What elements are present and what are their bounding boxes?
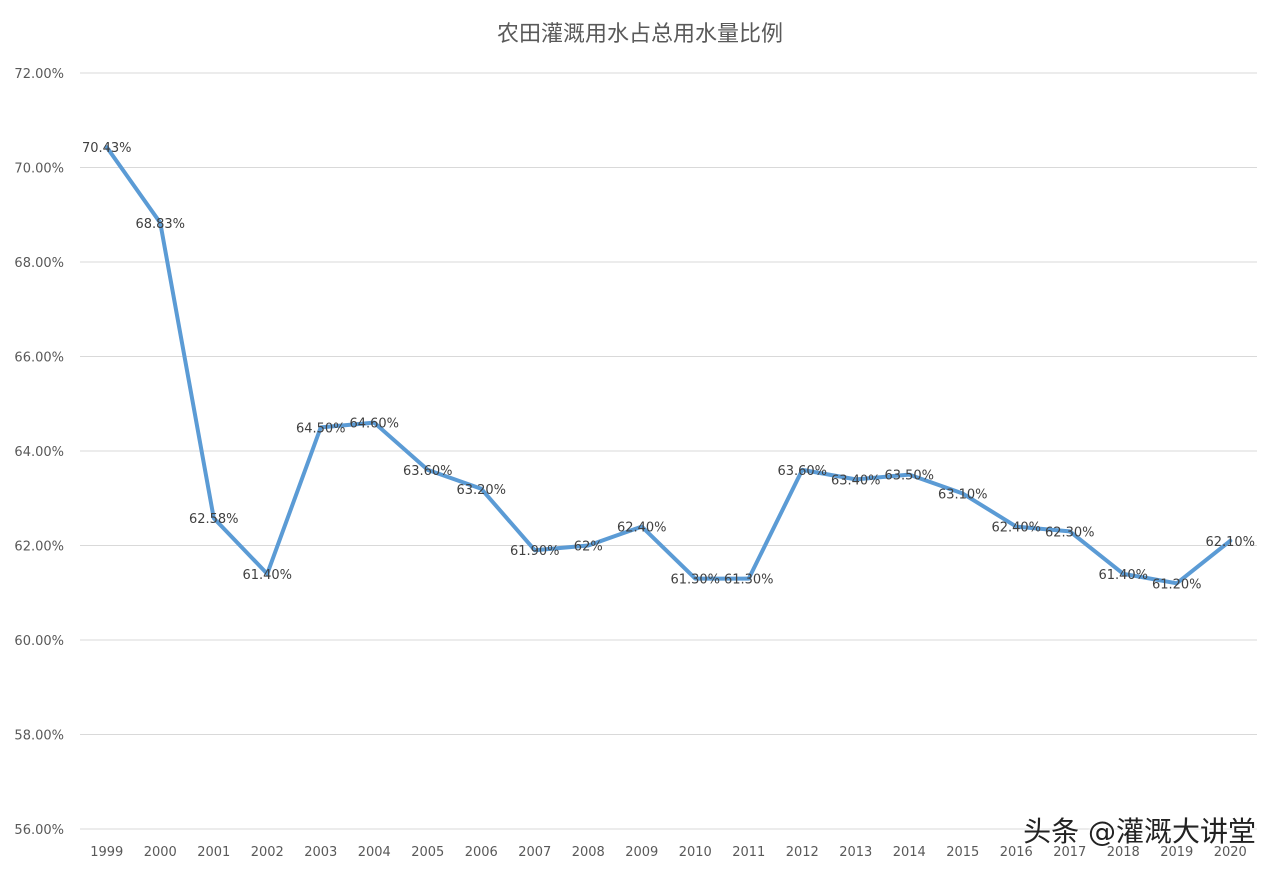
data-label: 63.60%	[777, 464, 827, 479]
x-tick-label: 2000	[144, 845, 177, 860]
data-label: 61.20%	[1152, 577, 1202, 592]
x-tick-label: 2004	[358, 845, 391, 860]
x-tick-label: 2016	[1000, 845, 1033, 860]
data-point	[320, 426, 322, 428]
data-label: 61.40%	[242, 568, 292, 583]
data-point	[1176, 582, 1178, 584]
series-line	[104, 145, 1233, 586]
data-label: 62.58%	[189, 512, 239, 527]
watermark: 头条 @灌溉大讲堂	[1023, 815, 1256, 848]
x-tick-label: 1999	[90, 845, 123, 860]
y-tick-label: 60.00%	[14, 634, 64, 649]
y-tick-label: 56.00%	[14, 823, 64, 838]
data-point	[1229, 540, 1231, 542]
data-point	[962, 493, 964, 495]
data-point	[908, 474, 910, 476]
data-point	[266, 573, 268, 575]
data-point	[159, 222, 161, 224]
data-label: 70.43%	[82, 141, 132, 156]
data-label: 63.40%	[831, 473, 881, 488]
x-tick-label: 2014	[893, 845, 926, 860]
data-label: 62.40%	[617, 521, 667, 536]
data-point	[748, 578, 750, 580]
data-label: 63.60%	[403, 464, 453, 479]
data-point	[1122, 573, 1124, 575]
data-point	[1015, 526, 1017, 528]
data-point	[106, 146, 108, 148]
data-label: 61.30%	[724, 573, 774, 588]
data-label: 61.30%	[670, 573, 720, 588]
data-point	[587, 545, 589, 546]
x-tick-label: 2015	[946, 845, 979, 860]
data-label: 64.50%	[296, 421, 346, 436]
data-point	[427, 469, 429, 471]
x-tick-label: 2001	[197, 845, 230, 860]
data-label: 63.20%	[456, 483, 506, 498]
x-tick-label: 2009	[625, 845, 658, 860]
x-tick-label: 2019	[1160, 845, 1193, 860]
x-tick-label: 2010	[679, 845, 712, 860]
data-label: 62.10%	[1205, 535, 1255, 550]
x-tick-label: 2013	[839, 845, 872, 860]
y-tick-label: 66.00%	[14, 351, 64, 366]
x-tick-label: 2007	[518, 845, 551, 860]
y-tick-label: 68.00%	[14, 256, 64, 271]
data-point	[480, 488, 482, 490]
y-tick-label: 70.00%	[14, 162, 64, 177]
data-label: 68.83%	[135, 217, 185, 232]
data-point	[373, 422, 375, 424]
x-tick-label: 2017	[1053, 845, 1086, 860]
data-point	[694, 578, 696, 580]
data-point	[801, 469, 803, 471]
y-tick-label: 62.00%	[14, 540, 64, 555]
data-point	[855, 478, 857, 480]
data-label: 61.90%	[510, 544, 560, 559]
data-label: 62.40%	[991, 521, 1041, 536]
x-tick-label: 2011	[732, 845, 765, 860]
x-tick-label: 2003	[304, 845, 337, 860]
data-label: 62%	[574, 540, 603, 555]
data-label: 61.40%	[1098, 568, 1148, 583]
x-tick-label: 2018	[1107, 845, 1140, 860]
data-point	[213, 517, 215, 519]
y-tick-label: 72.00%	[14, 67, 64, 82]
chart-title: 农田灌溉用水占总用水量比例	[496, 22, 783, 47]
data-point	[1069, 530, 1071, 532]
x-tick-label: 2020	[1214, 845, 1247, 860]
data-label: 64.60%	[349, 417, 399, 432]
data-point	[534, 549, 536, 551]
data-label: 62.30%	[1045, 525, 1095, 540]
data-label: 63.50%	[884, 469, 934, 484]
x-tick-label: 2005	[411, 845, 444, 860]
x-tick-label: 2002	[251, 845, 284, 860]
y-tick-label: 64.00%	[14, 445, 64, 460]
data-label: 63.10%	[938, 488, 988, 503]
x-tick-label: 2006	[465, 845, 498, 860]
x-tick-label: 2012	[786, 845, 819, 860]
data-point	[641, 526, 643, 528]
x-tick-label: 2008	[572, 845, 605, 860]
y-tick-label: 58.00%	[14, 729, 64, 744]
